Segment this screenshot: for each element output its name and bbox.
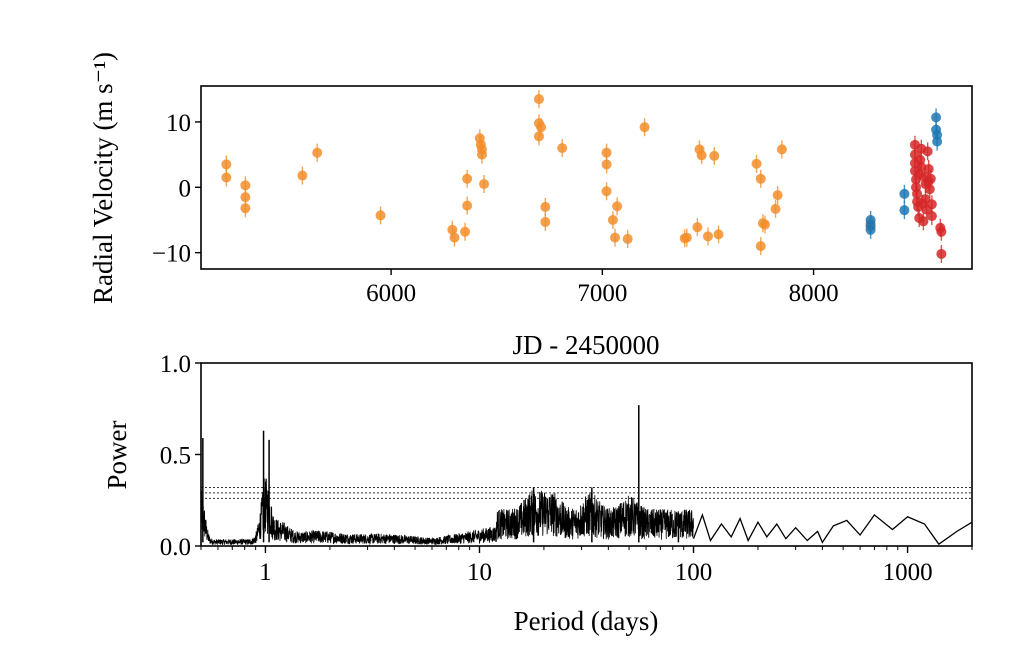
- rv-point-s0-5: [297, 166, 308, 185]
- rv-point-s0-35: [692, 218, 703, 237]
- rv-point-s0-21: [536, 118, 547, 137]
- rv-plot-frame: [200, 85, 973, 270]
- rv-point-s2-24: [925, 169, 936, 188]
- rv-data-points: [221, 90, 947, 263]
- rv-y-tick-label-2: 10: [166, 110, 191, 137]
- rv-point-s0-10: [460, 222, 471, 241]
- rv-point-s1-8: [932, 132, 943, 151]
- rv-point-s0-48: [776, 140, 787, 159]
- rv-point-s0-6: [312, 143, 323, 162]
- rv-point-s1-3: [899, 184, 910, 203]
- periodogram-dense-trace: [200, 478, 694, 546]
- pg-plot-frame: [200, 362, 973, 547]
- rv-point-s0-31: [622, 229, 633, 248]
- rv-point-s0-45: [759, 215, 770, 234]
- false-alarm-levels: [201, 486, 972, 499]
- rv-point-s0-43: [755, 237, 766, 256]
- rv-y-axis-label: Radial Velocity (m s⁻¹): [88, 52, 118, 304]
- rv-point-s2-29: [936, 244, 947, 263]
- rv-point-s0-37: [696, 146, 707, 165]
- rv-point-s0-24: [557, 139, 568, 158]
- periodogram-panel: 1 10 100 1000 0.0 0.5 1.0 Period (days) Power: [102, 351, 973, 636]
- rv-point-s0-1: [221, 168, 232, 187]
- rv-point-s0-7: [375, 206, 386, 225]
- rv-x-tick-label-2: 8000: [789, 280, 839, 307]
- rv-point-s0-23: [540, 212, 551, 231]
- rv-point-s0-12: [462, 196, 473, 215]
- rv-point-s0-40: [713, 225, 724, 244]
- rv-point-s0-26: [601, 155, 612, 174]
- pg-y-tick-label-2: 1.0: [160, 351, 191, 378]
- rv-y-tick-label-0: −10: [152, 241, 191, 268]
- rv-x-tick-label-1: 7000: [577, 280, 627, 307]
- pg-x-tick-label-1: 10: [467, 559, 492, 586]
- rv-point-s0-42: [755, 169, 766, 188]
- rv-ticks: 6000 7000 8000 −10 0 10: [152, 110, 839, 307]
- rv-point-s0-9: [449, 228, 460, 247]
- rv-point-s0-16: [476, 140, 487, 159]
- rv-point-s0-11: [462, 169, 473, 188]
- rv-point-s2-15: [918, 212, 929, 231]
- rv-point-s0-18: [533, 90, 544, 109]
- rv-point-s0-30: [612, 197, 623, 216]
- rv-point-s0-29: [610, 228, 621, 247]
- rv-point-s0-28: [607, 210, 618, 229]
- pg-x-tick-label-0: 1: [259, 559, 272, 586]
- rv-point-s0-47: [772, 186, 783, 205]
- rv-x-axis-label: JD - 2450000: [513, 330, 660, 360]
- rv-point-s2-20: [922, 142, 933, 161]
- rv-point-s0-27: [601, 182, 612, 201]
- pg-y-tick-label-0: 0.0: [160, 534, 191, 561]
- rv-point-s0-17: [479, 175, 490, 194]
- pg-y-tick-label-1: 0.5: [160, 443, 191, 470]
- rv-point-s0-4: [240, 199, 251, 218]
- periodogram-peaks: [202, 405, 680, 543]
- periodogram-long-period-trace: [692, 512, 973, 546]
- pg-y-axis-label: Power: [102, 421, 132, 490]
- rv-point-s2-28: [936, 222, 947, 241]
- rv-point-s0-22: [540, 197, 551, 216]
- rv-point-s1-4: [899, 201, 910, 220]
- rv-point-s0-41: [751, 154, 762, 173]
- rv-x-tick-label-0: 6000: [366, 280, 416, 307]
- rv-point-s0-46: [770, 199, 781, 218]
- pg-x-tick-label-3: 1000: [883, 559, 933, 586]
- rv-point-s0-39: [709, 146, 720, 165]
- rv-point-s2-26: [926, 195, 937, 214]
- rv-point-s0-34: [681, 228, 692, 247]
- rv-point-s1-2: [865, 220, 876, 239]
- rv-point-s0-32: [639, 118, 650, 137]
- rv-y-tick-label-1: 0: [179, 175, 192, 202]
- rv-point-s0-38: [702, 227, 713, 246]
- rv-panel: 6000 7000 8000 −10 0 10 JD - 2450000 Radial V…: [88, 52, 973, 360]
- pg-x-tick-label-2: 100: [675, 559, 713, 586]
- pg-x-axis-label: Period (days): [514, 606, 659, 636]
- pg-ticks: 1 10 100 1000 0.0 0.5 1.0: [160, 351, 973, 586]
